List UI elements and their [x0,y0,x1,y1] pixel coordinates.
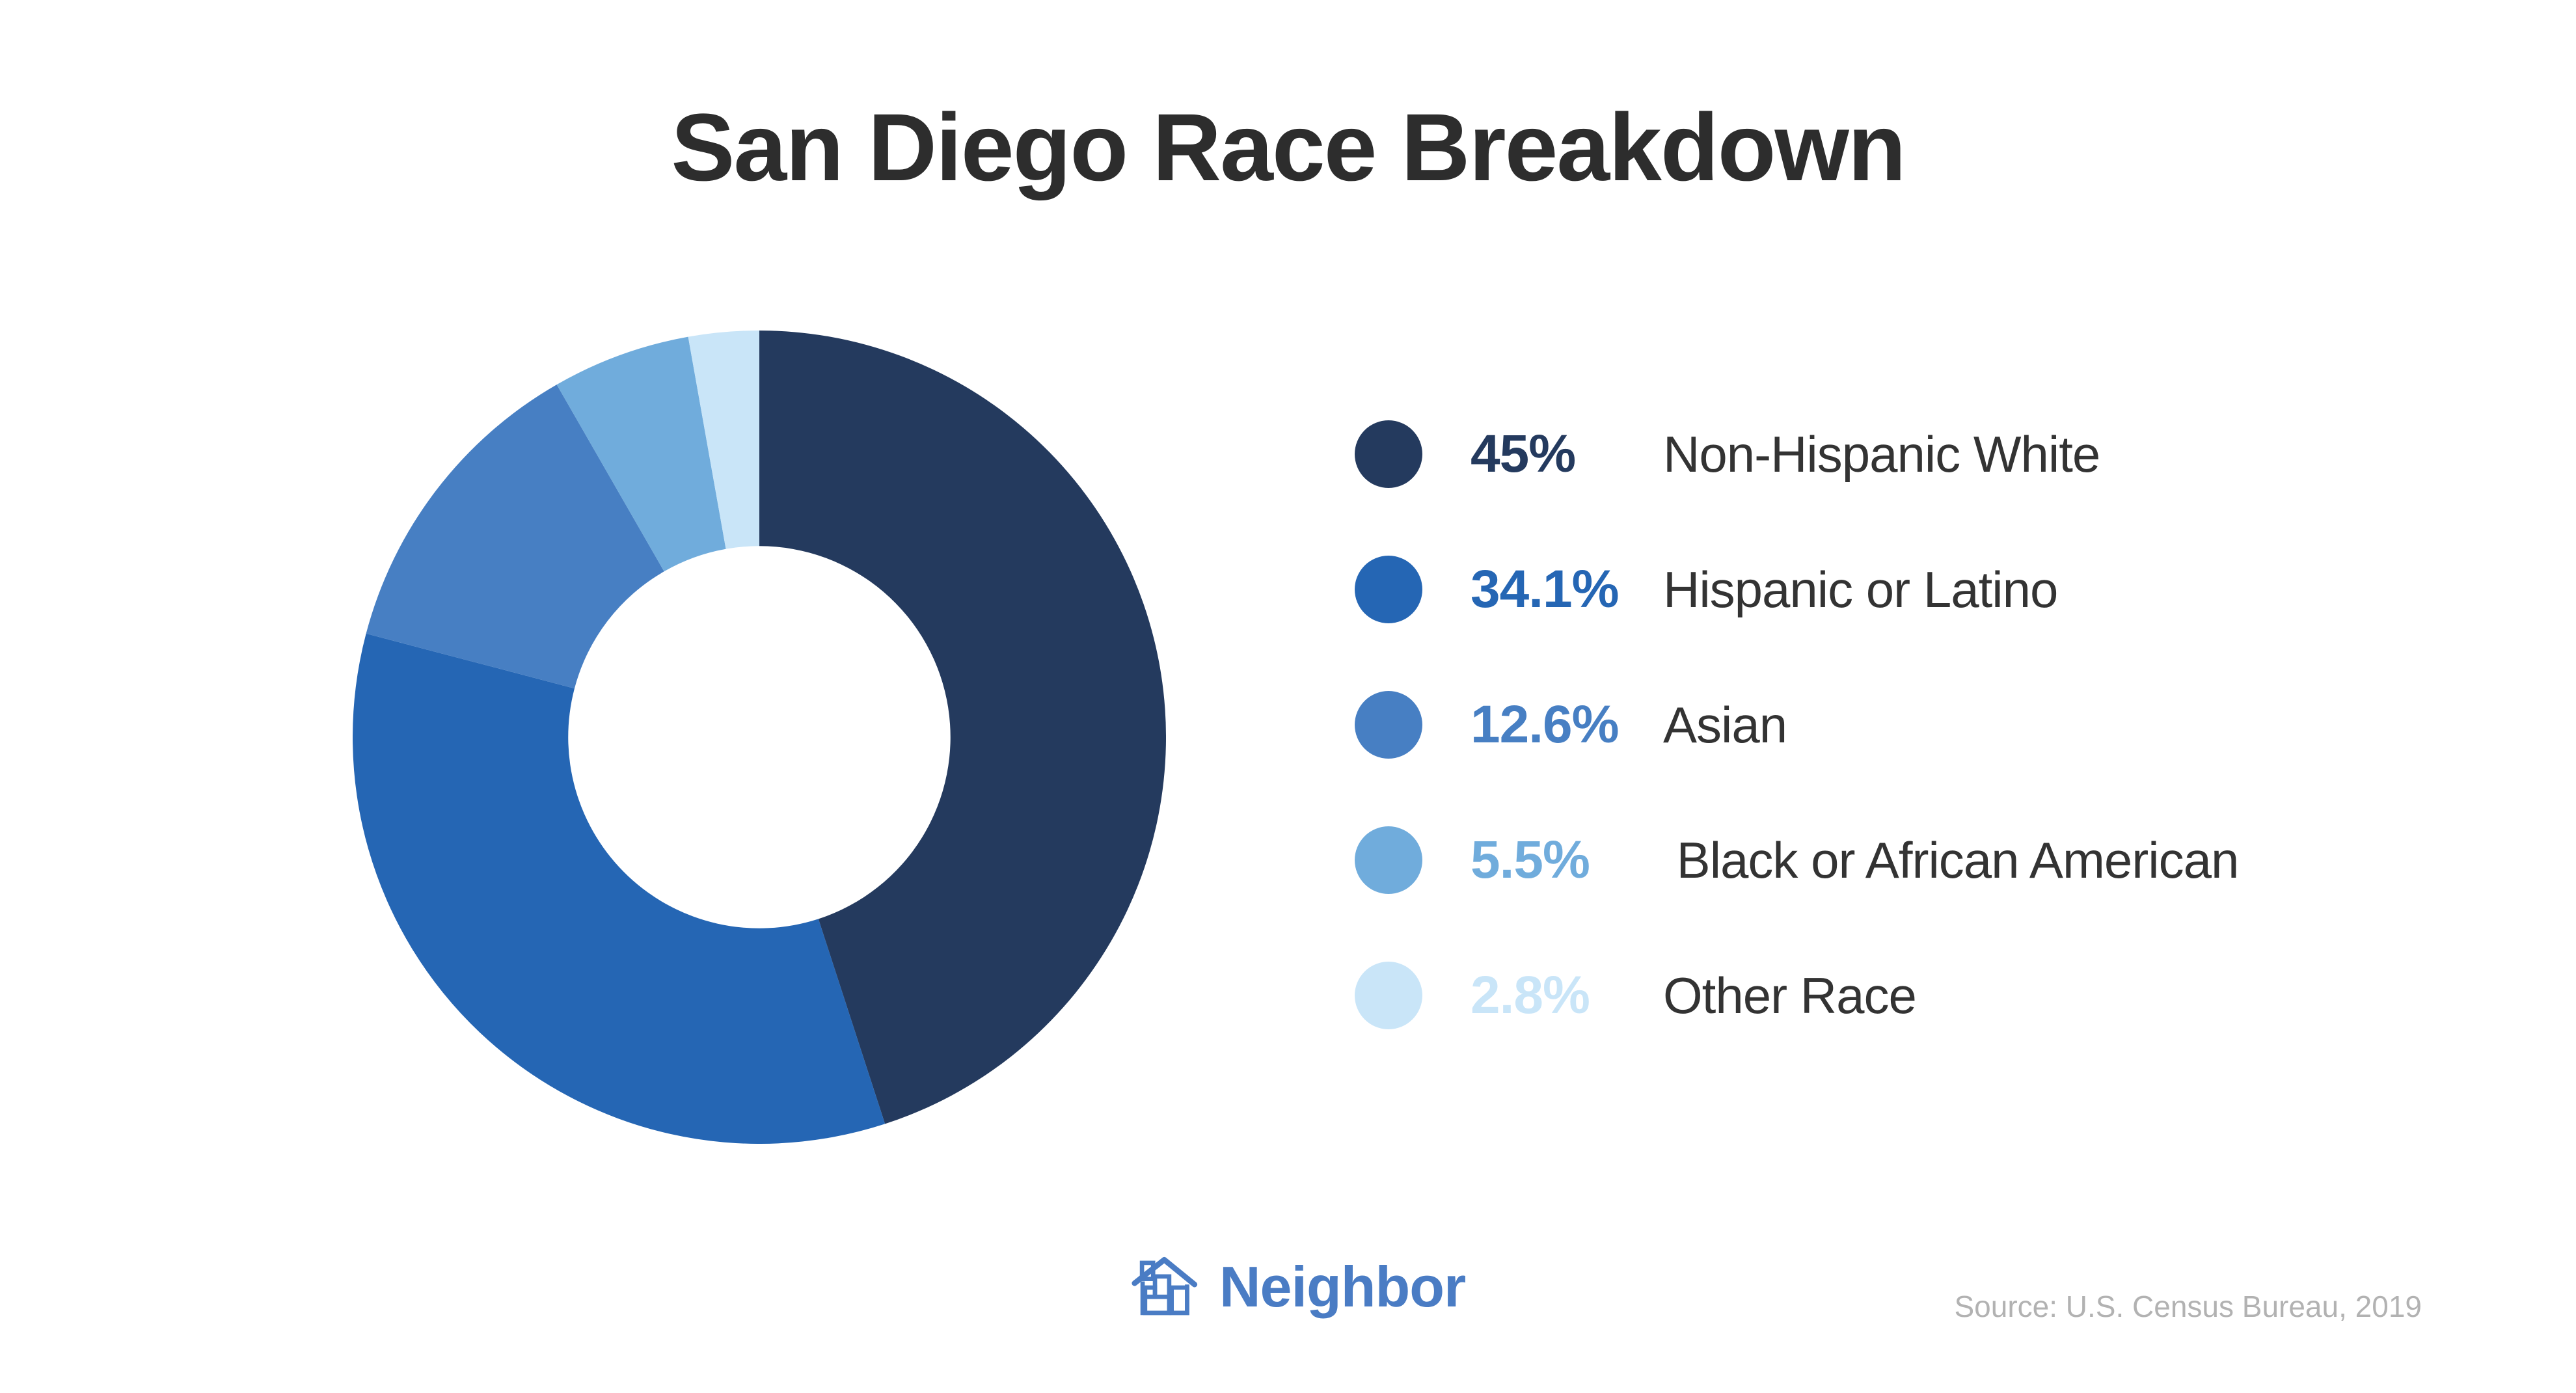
legend-percent: 12.6% [1471,695,1620,754]
legend-label: Hispanic or Latino [1663,561,2058,618]
legend-label: Other Race [1663,967,1917,1024]
legend-percent: 34.1% [1471,560,1620,619]
legend-swatch [1355,556,1422,623]
donut-chart [353,331,1166,1144]
donut-slice-black-or-african-american [556,336,726,572]
legend-swatch [1355,962,1422,1029]
legend-row: 45% Non-Hispanic White [1355,420,2238,488]
house-icon [1132,1256,1198,1316]
legend-row: 12.6% Asian [1355,691,2238,759]
chart-legend: 45% Non-Hispanic White 34.1% Hispanic or… [1355,420,2240,1029]
legend-row: 5.5% Black or African American [1355,826,2240,894]
legend-swatch [1355,826,1422,894]
legend-label: Asian [1663,696,1787,753]
page-title: San Diego Race Breakdown [671,94,1906,201]
donut-slice-asian [366,385,664,689]
legend-row: 34.1% Hispanic or Latino [1355,556,2238,623]
neighbor-logo: Neighbor [1131,1254,1466,1319]
legend-label: Black or African American [1663,832,2240,889]
legend-swatch [1355,420,1422,488]
donut-svg [353,331,1166,1144]
legend-percent: 5.5% [1471,830,1590,889]
legend-percent: 2.8% [1471,966,1590,1025]
donut-slice-hispanic-or-latino [353,633,886,1144]
legend-percent: 45% [1471,424,1576,483]
logo-wordmark: Neighbor [1219,1254,1466,1319]
source-note: Source: U.S. Census Bureau, 2019 [1954,1290,2422,1323]
donut-slice-non-hispanic-white [759,331,1166,1124]
donut-slice-other-race [688,331,759,549]
legend-label: Non-Hispanic White [1663,426,2100,483]
legend-row: 2.8% Other Race [1355,962,2238,1029]
legend-swatch [1355,691,1422,759]
